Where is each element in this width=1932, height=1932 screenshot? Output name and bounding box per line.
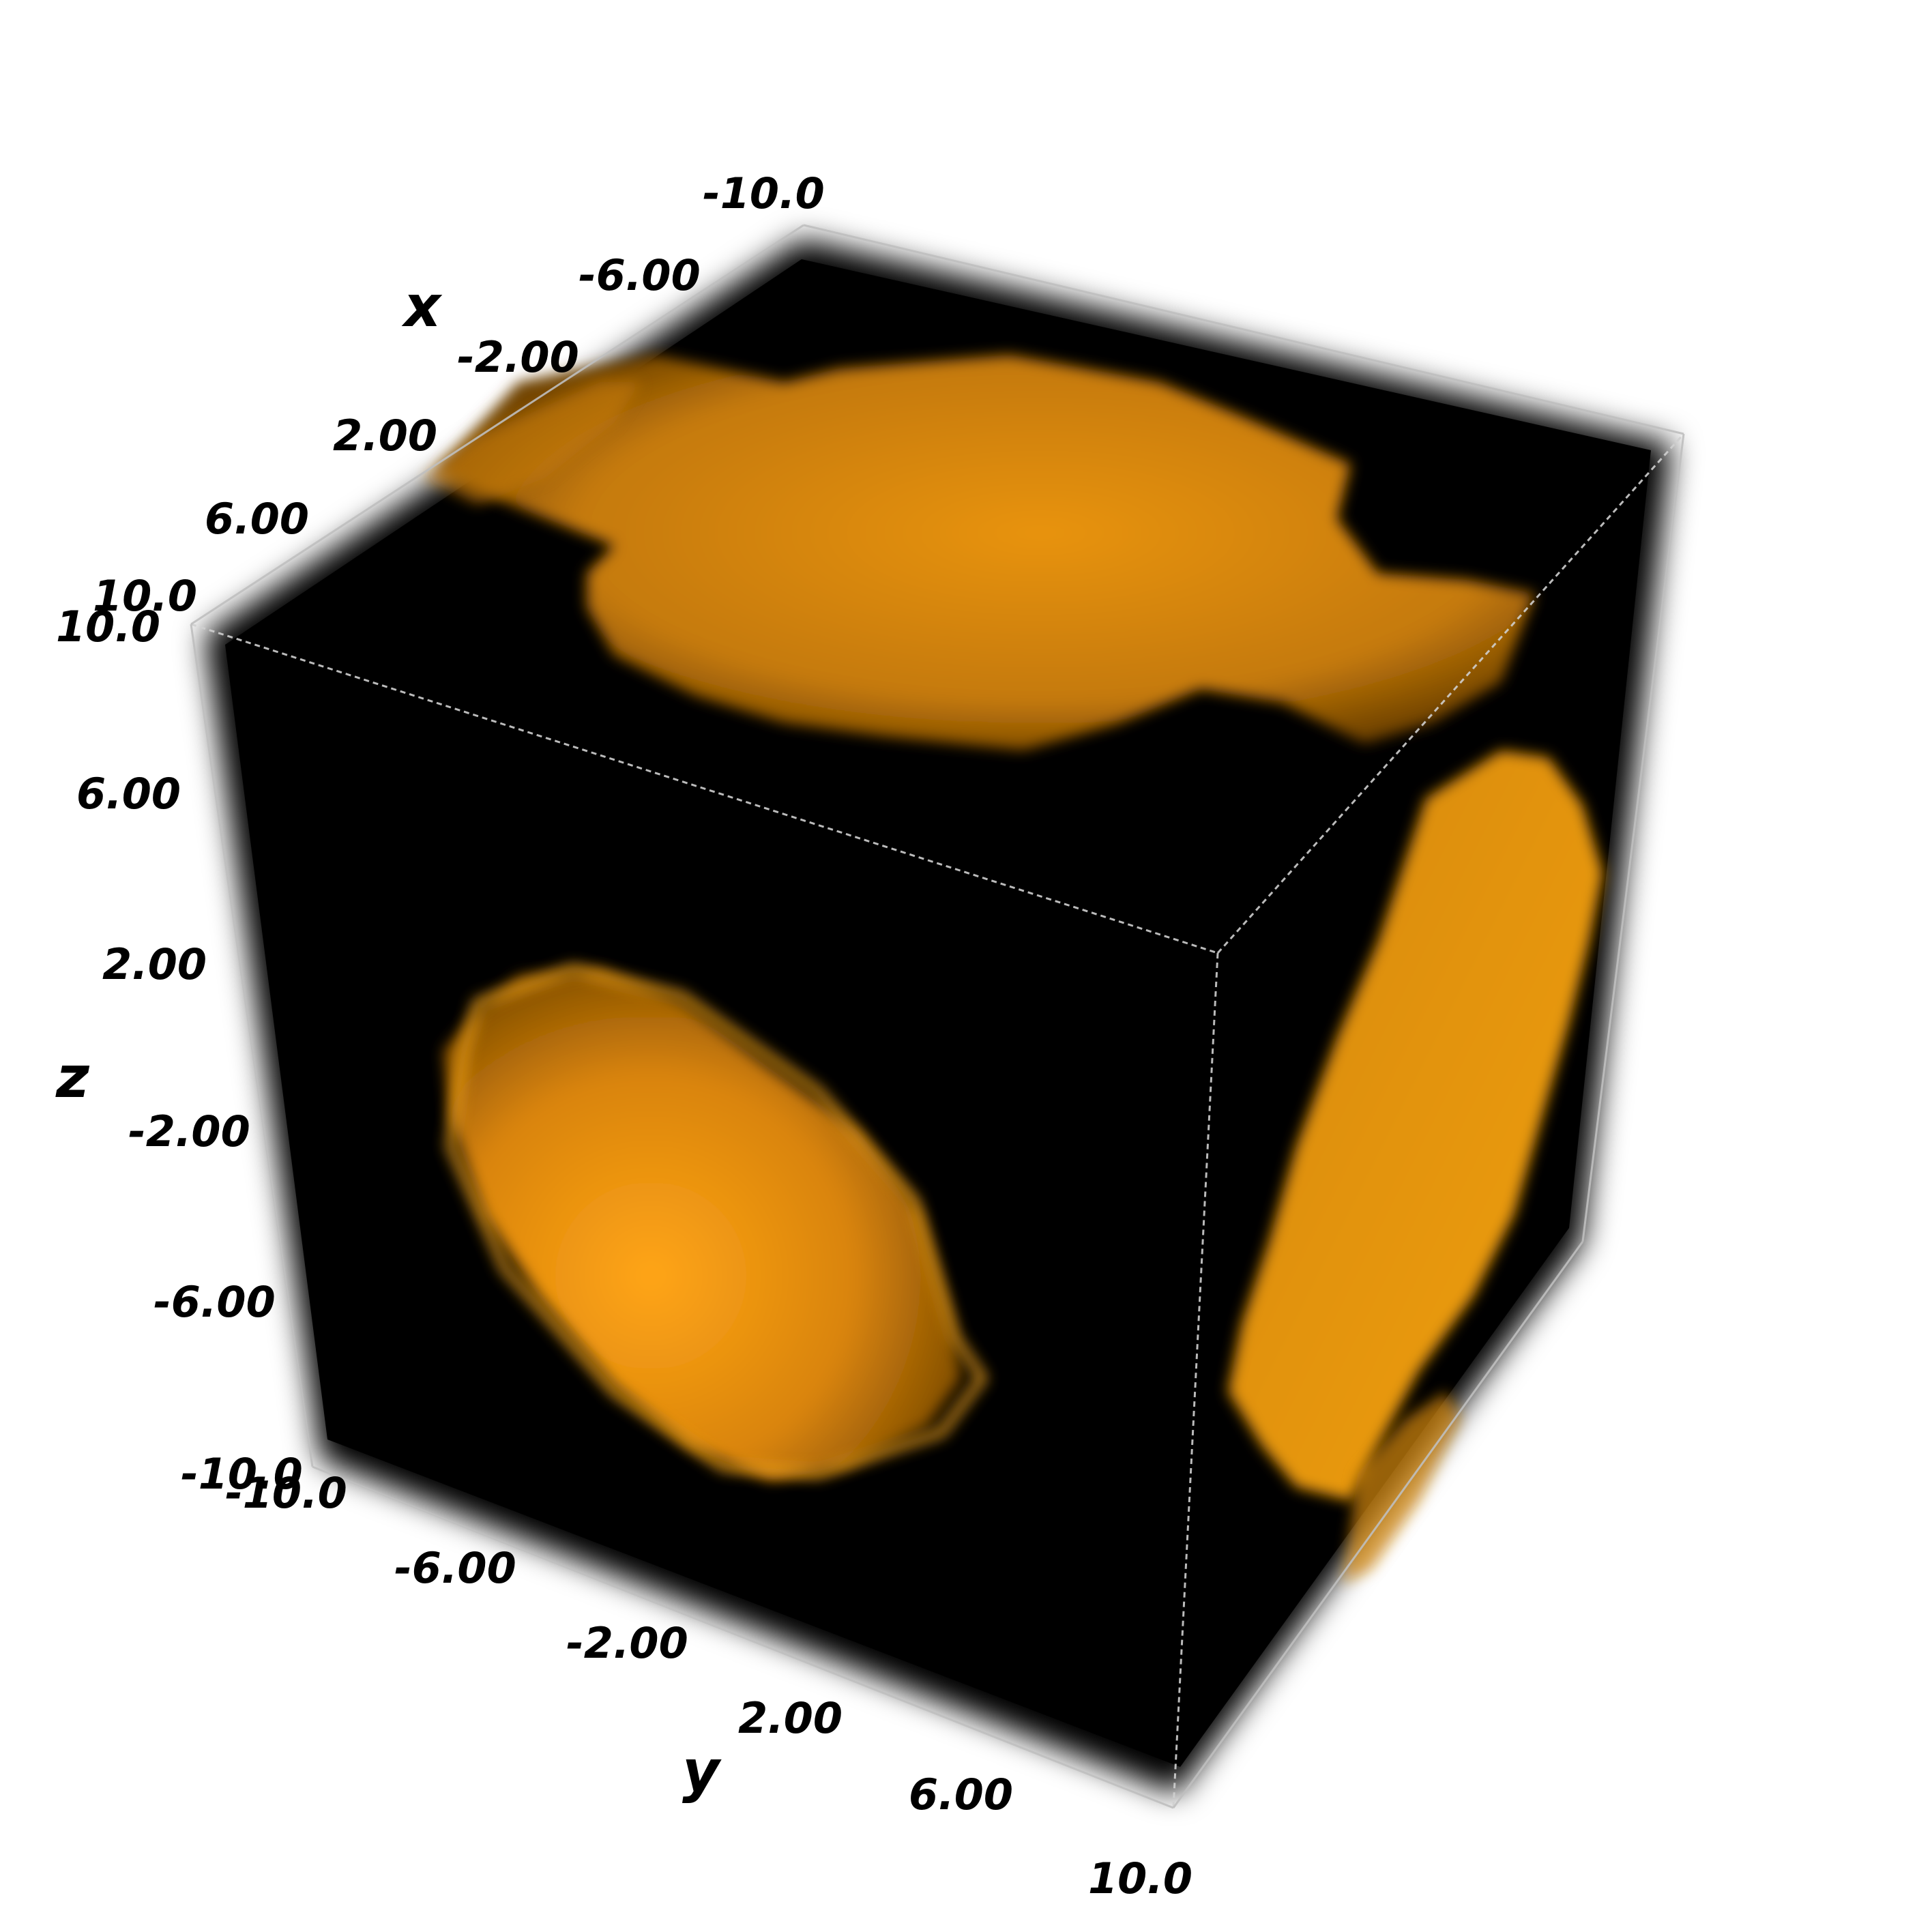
y-axis-label: y <box>682 1738 722 1804</box>
y-tick-label: -2.00 <box>566 1618 688 1668</box>
z-tick-label: 6.00 <box>76 769 181 819</box>
z-axis-label: z <box>55 1044 90 1111</box>
volume-cube <box>190 224 1685 1809</box>
y-tick-label: -10.0 <box>225 1468 347 1518</box>
x-axis-label: x <box>401 273 443 340</box>
y-tick-label: 2.00 <box>738 1693 843 1743</box>
z-tick-label: -10.0 <box>181 1449 303 1499</box>
x-tick-label: 6.00 <box>205 494 309 544</box>
z-axis: 10.0 6.00 2.00 -2.00 -6.00 -10.0 z <box>55 602 303 1499</box>
y-tick-label: 6.00 <box>909 1770 1013 1819</box>
x-axis: -10.0 -6.00 -2.00 2.00 6.00 10.0 x <box>93 169 825 621</box>
x-tick-label: -6.00 <box>579 250 701 300</box>
x-tick-label: 2.00 <box>333 411 437 460</box>
x-tick-label: -2.00 <box>457 332 579 382</box>
x-tick-label: 10.0 <box>93 571 197 621</box>
top-face-volume <box>437 355 1535 750</box>
z-tick-label: 2.00 <box>102 939 207 989</box>
y-tick-label: -6.00 <box>394 1543 516 1593</box>
x-tick-label: -10.0 <box>703 169 825 218</box>
z-tick-label: 10.0 <box>56 602 160 652</box>
y-axis: -10.0 -6.00 -2.00 2.00 6.00 10.0 y <box>225 1468 1192 1903</box>
z-tick-label: -6.00 <box>153 1277 276 1327</box>
side-face-volume <box>1228 750 1603 1501</box>
front-face-volume <box>443 969 962 1480</box>
z-tick-label: -2.00 <box>128 1107 250 1156</box>
y-tick-label: 10.0 <box>1088 1854 1192 1903</box>
